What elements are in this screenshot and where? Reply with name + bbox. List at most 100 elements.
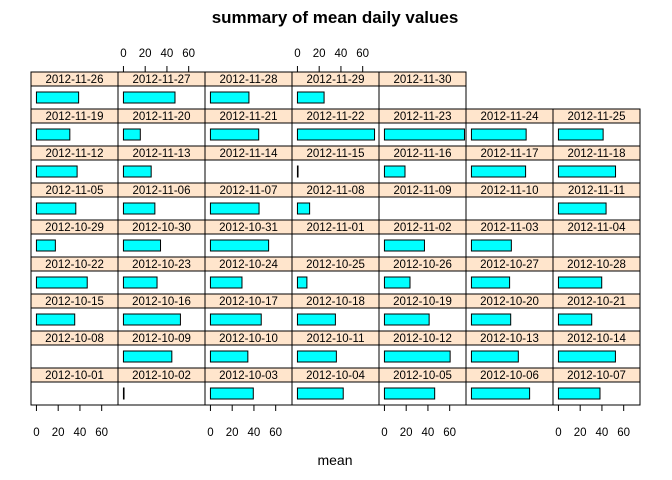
panel: 2012-11-19 — [30, 108, 119, 147]
panel: 2012-11-30 — [378, 71, 467, 110]
bar — [557, 165, 617, 178]
panel: 2012-10-15 — [30, 293, 119, 332]
bar — [209, 276, 243, 289]
strip-label: 2012-11-07 — [220, 185, 278, 197]
strip-label: 2012-11-29 — [307, 74, 365, 86]
bar — [122, 128, 141, 141]
bar — [35, 313, 76, 326]
panel: 2012-11-05 — [30, 182, 119, 221]
strip-label: 2012-10-09 — [132, 333, 191, 345]
panel: 2012-10-24 — [204, 256, 293, 295]
x-tick-label: 20 — [52, 427, 65, 439]
strip-label: 2012-11-10 — [481, 185, 539, 197]
bar — [296, 128, 376, 141]
x-tick-label: 20 — [226, 427, 239, 439]
bar — [383, 165, 406, 178]
panel: 2012-11-10 — [465, 182, 554, 221]
bar — [296, 350, 337, 363]
panel: 2012-10-03 — [204, 367, 293, 406]
panel: 2012-11-07 — [204, 182, 293, 221]
strip-label: 2012-11-05 — [46, 185, 104, 197]
bar — [35, 276, 88, 289]
x-axis-top: 0 20 40 60 — [120, 48, 195, 72]
bar — [383, 350, 451, 363]
panel: 2012-11-25 — [552, 108, 641, 147]
strip-label: 2012-11-17 — [481, 148, 539, 160]
x-tick-label: 60 — [95, 427, 108, 439]
strip-label: 2012-10-06 — [480, 370, 539, 382]
x-tick-label: 0 — [294, 48, 300, 60]
bar — [35, 202, 77, 215]
panel: 2012-10-21 — [552, 293, 641, 332]
strip-label: 2012-10-11 — [307, 333, 365, 345]
strip-label: 2012-11-03 — [481, 222, 539, 234]
panel: 2012-10-13 — [465, 330, 554, 369]
x-tick-label: 40 — [161, 48, 174, 60]
strip-label: 2012-10-21 — [567, 296, 626, 308]
panel: 2012-10-10 — [204, 330, 293, 369]
panel: 2012-11-03 — [465, 219, 554, 258]
bar — [296, 165, 299, 178]
x-tick-label: 20 — [574, 427, 587, 439]
strip-label: 2012-11-25 — [568, 111, 626, 123]
bar — [470, 350, 519, 363]
panel-strip — [378, 71, 467, 87]
bar — [383, 387, 436, 400]
panel-grid: 2012-10-01 2012-10-02 2012-10-03 2012-10-04… — [30, 71, 641, 406]
strip-label: 2012-11-13 — [133, 148, 191, 160]
strip-label: 2012-10-08 — [45, 333, 104, 345]
panel: 2012-10-05 — [378, 367, 467, 406]
x-tick-label: 20 — [400, 427, 413, 439]
bar — [470, 165, 527, 178]
x-tick-label: 40 — [596, 427, 609, 439]
strip-label: 2012-11-16 — [394, 148, 452, 160]
bar — [296, 313, 336, 326]
panel: 2012-10-16 — [117, 293, 206, 332]
bar — [557, 313, 593, 326]
panel: 2012-10-17 — [204, 293, 293, 332]
panel: 2012-10-23 — [117, 256, 206, 295]
strip-label: 2012-11-21 — [220, 111, 278, 123]
x-tick-label: 60 — [269, 427, 282, 439]
x-axes: 0 20 40 60 0 20 40 60 0 20 40 60 0 20 40 60 0 20 40 60 0 20 40… — [33, 48, 630, 439]
strip-label: 2012-11-12 — [46, 148, 104, 160]
strip-label: 2012-11-08 — [307, 185, 365, 197]
strip-label: 2012-10-23 — [132, 259, 191, 271]
panel: 2012-10-07 — [552, 367, 641, 406]
strip-label: 2012-11-28 — [220, 74, 278, 86]
bar — [35, 239, 56, 252]
x-tick-label: 20 — [313, 48, 326, 60]
bar — [470, 239, 512, 252]
panel: 2012-10-30 — [117, 219, 206, 258]
x-tick-label: 0 — [555, 427, 561, 439]
strip-label: 2012-10-14 — [567, 333, 626, 345]
panel: 2012-11-24 — [465, 108, 554, 147]
bar — [209, 387, 254, 400]
strip-label: 2012-10-01 — [45, 370, 104, 382]
x-tick-label: 20 — [139, 48, 152, 60]
chart-title: summary of mean daily values — [212, 8, 459, 27]
panel: 2012-10-12 — [378, 330, 467, 369]
panel: 2012-10-09 — [117, 330, 206, 369]
strip-label: 2012-11-24 — [481, 111, 540, 123]
bar — [557, 128, 604, 141]
panel: 2012-10-25 — [291, 256, 380, 295]
bar — [557, 387, 601, 400]
x-tick-label: 0 — [207, 427, 213, 439]
panel: 2012-10-20 — [465, 293, 554, 332]
x-axis-bottom: 0 20 40 60 — [555, 405, 630, 439]
panel: 2012-11-13 — [117, 145, 206, 184]
panel: 2012-11-16 — [378, 145, 467, 184]
strip-label: 2012-11-20 — [133, 111, 191, 123]
panel: 2012-11-09 — [378, 182, 467, 221]
bar — [383, 276, 411, 289]
panel: 2012-11-02 — [378, 219, 467, 258]
strip-label: 2012-10-30 — [132, 222, 191, 234]
strip-label: 2012-10-05 — [393, 370, 452, 382]
strip-label: 2012-11-26 — [46, 74, 104, 86]
bar — [296, 91, 325, 104]
strip-label: 2012-10-22 — [45, 259, 104, 271]
panel: 2012-10-04 — [291, 367, 380, 406]
x-tick-label: 60 — [182, 48, 195, 60]
panel: 2012-10-28 — [552, 256, 641, 295]
